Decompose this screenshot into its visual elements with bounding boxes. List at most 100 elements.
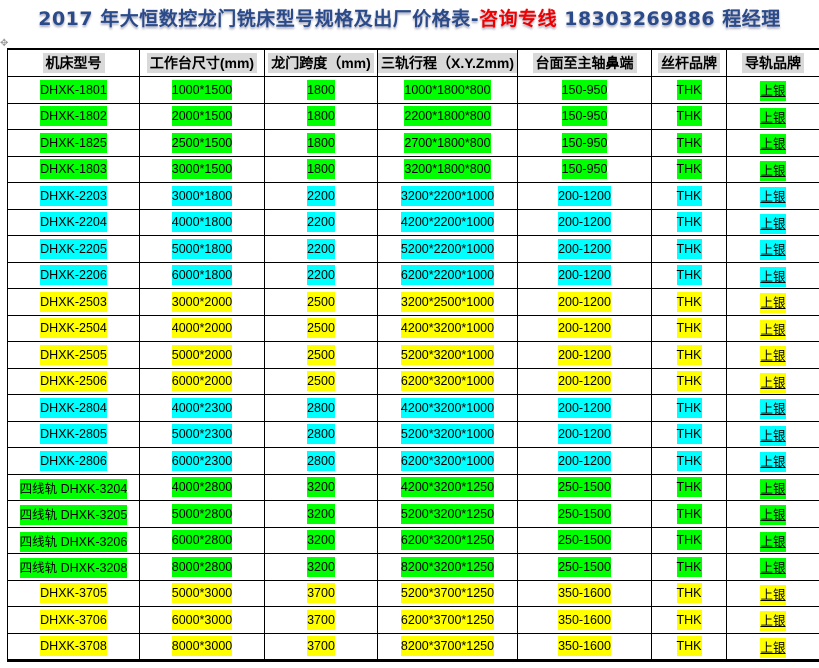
cell-spindle-distance[interactable]: 150-950: [517, 155, 652, 183]
cell-screw-brand[interactable]: THK: [651, 129, 727, 157]
cell-table-size[interactable]: 1000*1500: [139, 76, 265, 104]
cell-model[interactable]: 四线轨 DHXK-3206: [7, 526, 140, 554]
cell-table-size[interactable]: 5000*2800: [139, 500, 265, 528]
cell-screw-brand[interactable]: THK: [651, 579, 727, 607]
cell-rail-brand[interactable]: 上银: [726, 420, 819, 448]
cell-model[interactable]: DHXK-3705: [7, 579, 140, 607]
cell-rail-brand[interactable]: 上银: [726, 526, 819, 554]
cell-gantry-span[interactable]: 1800: [264, 76, 378, 104]
cell-travel[interactable]: 3200*2200*1000: [377, 182, 518, 210]
cell-gantry-span[interactable]: 1800: [264, 102, 378, 130]
cell-travel[interactable]: 5200*3700*1250: [377, 579, 518, 607]
cell-screw-brand[interactable]: THK: [651, 473, 727, 501]
cell-screw-brand[interactable]: THK: [651, 261, 727, 289]
cell-rail-brand[interactable]: 上银: [726, 606, 819, 634]
cell-model[interactable]: DHXK-1802: [7, 102, 140, 130]
cell-rail-brand[interactable]: 上银: [726, 394, 819, 422]
cell-rail-brand[interactable]: 上银: [726, 76, 819, 104]
cell-spindle-distance[interactable]: 200-1200: [517, 261, 652, 289]
cell-spindle-distance[interactable]: 200-1200: [517, 394, 652, 422]
cell-screw-brand[interactable]: THK: [651, 394, 727, 422]
cell-spindle-distance[interactable]: 200-1200: [517, 341, 652, 369]
cell-rail-brand[interactable]: 上银: [726, 473, 819, 501]
cell-model[interactable]: DHXK-2506: [7, 367, 140, 395]
cell-travel[interactable]: 5200*3200*1000: [377, 420, 518, 448]
cell-rail-brand[interactable]: 上银: [726, 579, 819, 607]
cell-travel[interactable]: 3200*2500*1000: [377, 288, 518, 316]
cell-rail-brand[interactable]: 上银: [726, 288, 819, 316]
cell-gantry-span[interactable]: 3700: [264, 579, 378, 607]
cell-rail-brand[interactable]: 上银: [726, 102, 819, 130]
cell-screw-brand[interactable]: THK: [651, 606, 727, 634]
cell-spindle-distance[interactable]: 150-950: [517, 76, 652, 104]
cell-table-size[interactable]: 8000*3000: [139, 632, 265, 660]
cell-gantry-span[interactable]: 1800: [264, 129, 378, 157]
cell-rail-brand[interactable]: 上银: [726, 182, 819, 210]
cell-screw-brand[interactable]: THK: [651, 553, 727, 581]
cell-model[interactable]: DHXK-2203: [7, 182, 140, 210]
cell-table-size[interactable]: 3000*1800: [139, 182, 265, 210]
cell-spindle-distance[interactable]: 250-1500: [517, 500, 652, 528]
cell-travel[interactable]: 6200*3200*1000: [377, 447, 518, 475]
cell-spindle-distance[interactable]: 150-950: [517, 129, 652, 157]
cell-screw-brand[interactable]: THK: [651, 420, 727, 448]
cell-gantry-span[interactable]: 1800: [264, 155, 378, 183]
cell-gantry-span[interactable]: 2500: [264, 288, 378, 316]
cell-screw-brand[interactable]: THK: [651, 314, 727, 342]
cell-model[interactable]: DHXK-2204: [7, 208, 140, 236]
cell-rail-brand[interactable]: 上银: [726, 341, 819, 369]
cell-table-size[interactable]: 2500*1500: [139, 129, 265, 157]
cell-model[interactable]: DHXK-2805: [7, 420, 140, 448]
cell-model[interactable]: DHXK-2205: [7, 235, 140, 263]
cell-screw-brand[interactable]: THK: [651, 235, 727, 263]
cell-rail-brand[interactable]: 上银: [726, 155, 819, 183]
cell-screw-brand[interactable]: THK: [651, 367, 727, 395]
cell-model[interactable]: DHXK-1803: [7, 155, 140, 183]
cell-spindle-distance[interactable]: 200-1200: [517, 367, 652, 395]
cell-rail-brand[interactable]: 上银: [726, 314, 819, 342]
cell-travel[interactable]: 8200*3700*1250: [377, 632, 518, 660]
cell-spindle-distance[interactable]: 250-1500: [517, 473, 652, 501]
cell-table-size[interactable]: 6000*3000: [139, 606, 265, 634]
cell-model[interactable]: DHXK-2804: [7, 394, 140, 422]
cell-gantry-span[interactable]: 2200: [264, 208, 378, 236]
cell-screw-brand[interactable]: THK: [651, 208, 727, 236]
cell-screw-brand[interactable]: THK: [651, 288, 727, 316]
cell-spindle-distance[interactable]: 350-1600: [517, 632, 652, 660]
cell-gantry-span[interactable]: 2800: [264, 394, 378, 422]
cell-travel[interactable]: 4200*3200*1250: [377, 473, 518, 501]
cell-travel[interactable]: 6200*2200*1000: [377, 261, 518, 289]
cell-rail-brand[interactable]: 上银: [726, 500, 819, 528]
cell-screw-brand[interactable]: THK: [651, 526, 727, 554]
cell-table-size[interactable]: 2000*1500: [139, 102, 265, 130]
cell-screw-brand[interactable]: THK: [651, 102, 727, 130]
cell-gantry-span[interactable]: 3200: [264, 553, 378, 581]
cell-model[interactable]: DHXK-2806: [7, 447, 140, 475]
cell-table-size[interactable]: 6000*1800: [139, 261, 265, 289]
cell-screw-brand[interactable]: THK: [651, 155, 727, 183]
cell-table-size[interactable]: 6000*2000: [139, 367, 265, 395]
cell-gantry-span[interactable]: 2500: [264, 314, 378, 342]
cell-model[interactable]: DHXK-3706: [7, 606, 140, 634]
cell-gantry-span[interactable]: 3200: [264, 526, 378, 554]
cell-gantry-span[interactable]: 3200: [264, 473, 378, 501]
cell-travel[interactable]: 6200*3200*1000: [377, 367, 518, 395]
cell-rail-brand[interactable]: 上银: [726, 129, 819, 157]
cell-gantry-span[interactable]: 2800: [264, 447, 378, 475]
move-handle-icon[interactable]: ✥: [0, 38, 9, 49]
cell-table-size[interactable]: 4000*2300: [139, 394, 265, 422]
cell-gantry-span[interactable]: 2500: [264, 367, 378, 395]
cell-gantry-span[interactable]: 2200: [264, 261, 378, 289]
cell-model[interactable]: DHXK-2503: [7, 288, 140, 316]
cell-gantry-span[interactable]: 2200: [264, 235, 378, 263]
cell-travel[interactable]: 4200*3200*1000: [377, 314, 518, 342]
cell-model[interactable]: DHXK-1801: [7, 76, 140, 104]
cell-spindle-distance[interactable]: 200-1200: [517, 314, 652, 342]
cell-model[interactable]: 四线轨 DHXK-3205: [7, 500, 140, 528]
cell-spindle-distance[interactable]: 200-1200: [517, 447, 652, 475]
cell-spindle-distance[interactable]: 350-1600: [517, 579, 652, 607]
cell-spindle-distance[interactable]: 150-950: [517, 102, 652, 130]
cell-model[interactable]: 四线轨 DHXK-3204: [7, 473, 140, 501]
cell-table-size[interactable]: 3000*1500: [139, 155, 265, 183]
cell-screw-brand[interactable]: THK: [651, 500, 727, 528]
